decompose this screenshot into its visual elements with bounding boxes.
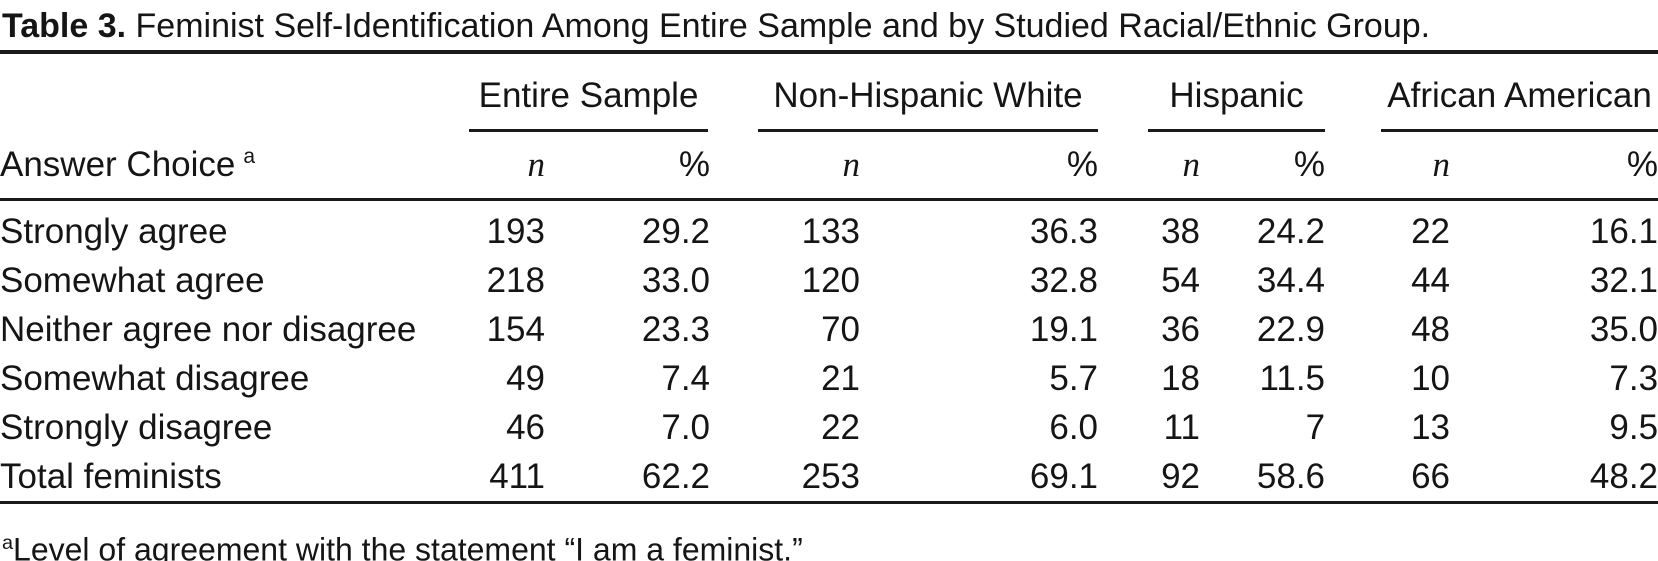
table-cell: 7.3 [1609,358,1658,398]
row-label: Strongly agree [0,211,228,251]
group-header-row: Entire Sample Non-Hispanic White Hispani… [0,52,1658,132]
data-table: Entire Sample Non-Hispanic White Hispani… [0,50,1658,504]
table-cell: 33.0 [641,260,711,300]
table-cell: 193 [486,211,545,251]
table-cell: 11 [1163,407,1201,447]
table-cell: 21 [821,358,861,398]
table-cell: 29.2 [641,211,711,251]
group-label: Entire Sample [469,77,709,132]
table-cell: 32.8 [1029,260,1099,300]
table-cell: 62.2 [641,456,711,496]
table-cell: 46 [506,407,545,447]
subheader-row: Answer Choice a n % n % n % n % [0,132,1658,201]
table-row: Strongly agree 193 29.2 133 36.3 38 24.2… [0,200,1658,257]
table-cell: 24.2 [1256,211,1326,251]
row-label: Total feminists [0,456,222,496]
row-label: Somewhat agree [0,260,265,300]
pct-column-header: % [1450,132,1658,201]
table-cell: 16.1 [1589,211,1658,251]
table-cell: 38 [1161,211,1201,251]
table-number-label: Table 3. [2,7,127,45]
footnote-marker: a [2,532,14,554]
table-cell: 44 [1411,260,1451,300]
table-row: Neither agree nor disagree 154 23.3 70 1… [0,305,1658,354]
table-cell: 7.4 [661,358,711,398]
table-cell: 69.1 [1029,456,1099,496]
empty-header-cell [0,52,445,132]
table-cell: 9.5 [1609,407,1658,447]
column-group-african-american: African American [1325,52,1658,132]
table-cell: 154 [486,309,545,349]
table-cell: 18 [1161,358,1201,398]
table-row: Somewhat disagree 49 7.4 21 5.7 18 11.5 … [0,354,1658,403]
pct-column-header: % [545,132,711,201]
table-cell: 22 [821,407,861,447]
group-label: Hispanic [1148,77,1326,132]
column-group-non-hispanic-white: Non-Hispanic White [710,52,1099,132]
row-label: Strongly disagree [0,407,273,447]
table-cell: 36 [1161,309,1201,349]
group-label: Non-Hispanic White [758,77,1099,132]
table-cell: 36.3 [1029,211,1099,251]
table-cell: 35.0 [1589,309,1658,349]
row-label: Neither agree nor disagree [0,309,417,349]
table-cell: 411 [489,456,545,496]
answer-choice-header: Answer Choice a [0,132,445,201]
table-cell: 34.4 [1256,260,1326,300]
table-cell: 10 [1411,358,1451,398]
row-label: Somewhat disagree [0,358,310,398]
table-cell: 253 [801,456,861,496]
table-cell: 133 [801,211,861,251]
table-row: Total feminists 411 62.2 253 69.1 92 58.… [0,452,1658,503]
table-title-text: Feminist Self-Identification Among Entir… [126,7,1431,45]
table-cell: 19.1 [1029,309,1099,349]
table-cell: 22 [1411,211,1451,251]
footnote-marker: a [243,145,256,169]
pct-column-header: % [860,132,1099,201]
table-row: Somewhat agree 218 33.0 120 32.8 54 34.4… [0,256,1658,305]
table-cell: 11.5 [1259,358,1326,398]
table-cell: 66 [1411,456,1451,496]
column-group-entire-sample: Entire Sample [445,52,710,132]
n-column-header: n [1098,132,1201,201]
pct-column-header: % [1200,132,1326,201]
table-cell: 92 [1161,456,1201,496]
table-row: Strongly disagree 46 7.0 22 6.0 11 7 13 … [0,403,1658,452]
footnote-text: Level of agreement with the statement “I… [13,531,803,561]
table-cell: 32.1 [1589,260,1658,300]
table-cell: 13 [1411,407,1451,447]
table-cell: 6.0 [1049,407,1099,447]
table-cell: 22.9 [1256,309,1326,349]
table-cell: 23.3 [641,309,711,349]
answer-choice-label: Answer Choice [0,145,236,184]
table-cell: 120 [801,260,861,300]
table-cell: 58.6 [1256,456,1326,496]
table-cell: 54 [1161,260,1201,300]
n-column-header: n [1325,132,1451,201]
n-column-header: n [710,132,861,201]
table-cell: 70 [821,309,861,349]
table-cell: 218 [486,260,545,300]
table-footnote: aLevel of agreement with the statement “… [0,504,1658,561]
table-cell: 48.2 [1589,456,1658,496]
table-cell: 5.7 [1049,358,1099,398]
n-column-header: n [445,132,545,201]
table-cell: 7.0 [661,407,711,447]
table-cell: 7 [1305,407,1326,447]
table-cell: 48 [1411,309,1451,349]
column-group-hispanic: Hispanic [1098,52,1326,132]
group-label: African American [1381,77,1658,132]
table-cell: 49 [506,358,545,398]
table-title: Table 3. Feminist Self-Identification Am… [0,0,1658,50]
